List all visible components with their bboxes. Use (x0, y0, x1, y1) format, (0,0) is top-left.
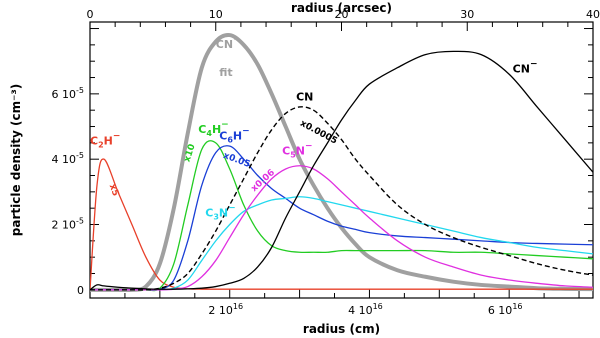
series-group (90, 32, 593, 293)
y-tick-label: 0 (77, 284, 84, 297)
label-a_c4h: C4H− (198, 120, 228, 138)
label-a_c2h: C2H− (90, 131, 120, 149)
label-a_cnm: CN− (513, 60, 538, 76)
top-tick-label: 20 (335, 8, 349, 21)
series-line-cn_minus (90, 50, 593, 291)
label-fit: fit (219, 66, 232, 79)
top-tick-label: 0 (87, 8, 94, 21)
top-tick-label: 30 (460, 8, 474, 21)
top-axis-title: radius (arcsec) (291, 1, 392, 15)
label-a_c3n: C3N− (205, 203, 235, 221)
y-tick-label: 2 10-5 (52, 217, 84, 232)
label-a_c6h: C6H− (219, 127, 249, 145)
x-tick-label: 2 1016 (208, 302, 243, 317)
series-line-c2h_minus (90, 158, 593, 290)
y-axis-title: particle density (cm⁻³) (9, 84, 23, 236)
series-line-cn (90, 106, 593, 291)
multiplier-m_c6h: x0.05 (222, 151, 252, 170)
x-tick-label: 4 1016 (348, 302, 383, 317)
series-line-cn_fit (90, 32, 593, 293)
x-axis-title: radius (cm) (303, 322, 380, 336)
label-a_c5n: C5N− (282, 141, 312, 159)
series-line-c6h_minus (90, 145, 593, 291)
label-a_cnfit: CN− (216, 35, 241, 51)
y-tick-label: 4 10-5 (52, 151, 84, 166)
top-tick-label: 10 (209, 8, 223, 21)
series-line-c4h_minus (90, 140, 593, 292)
tick-labels: 2 1016 4 1016 6 1016 0 10 20 30 40 0 2 10-5 4 10-5… (52, 8, 600, 317)
label-a_cn: CN (296, 90, 313, 103)
series-line-c5n_minus (90, 165, 593, 291)
x-tick-label: 6 1016 (488, 302, 523, 317)
top-tick-label: 40 (586, 8, 600, 21)
y-tick-label: 6 10-5 (52, 86, 84, 101)
multiplier-m_c2h: x5 (107, 183, 121, 198)
